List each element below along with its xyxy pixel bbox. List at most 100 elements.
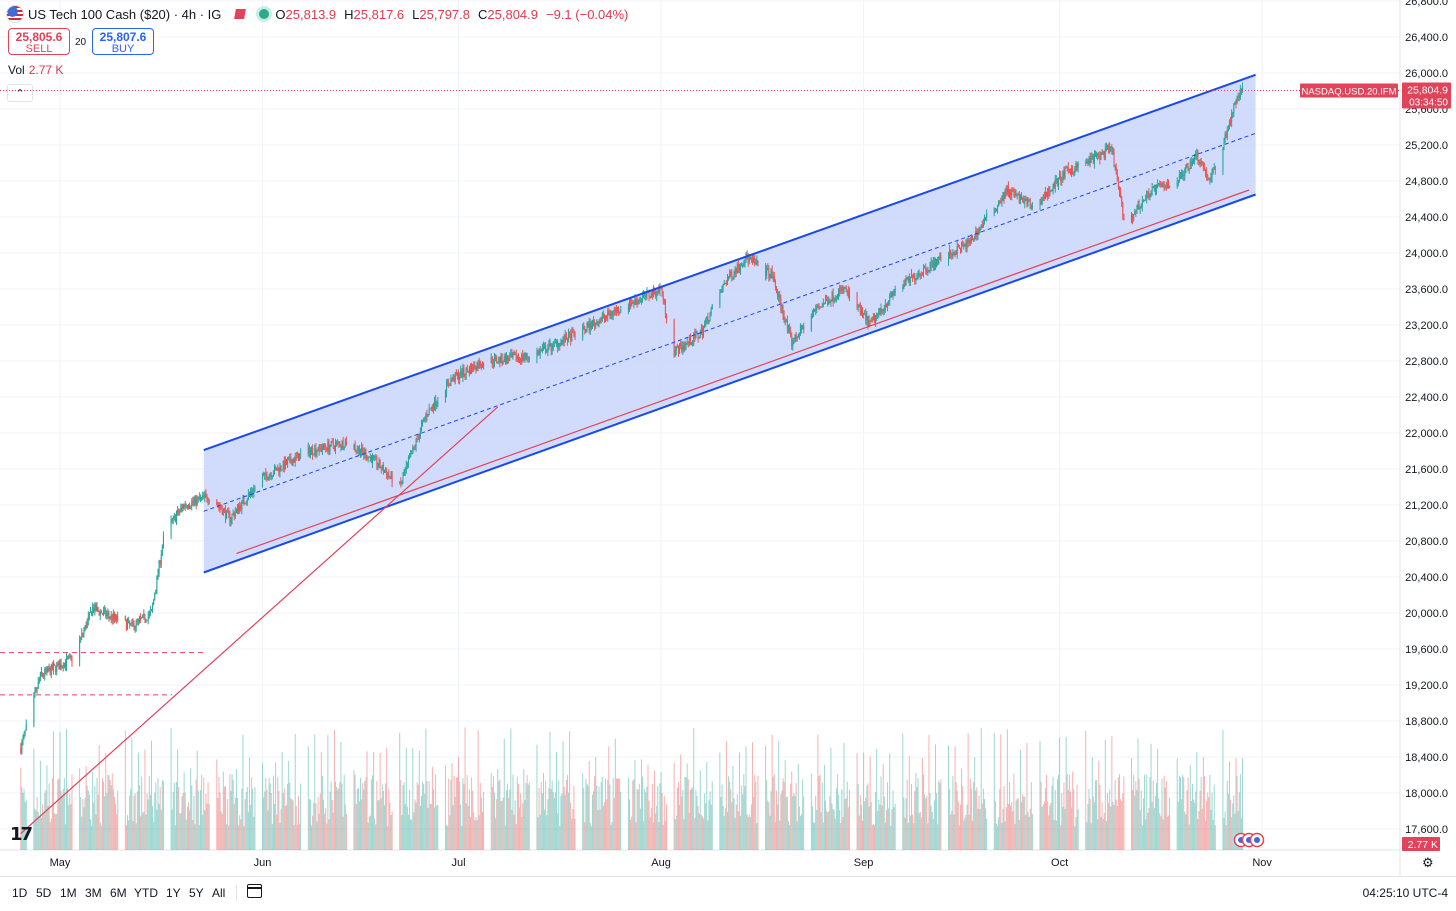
candle — [35, 686, 37, 693]
candle — [182, 503, 184, 512]
settings-gear-icon[interactable]: ⚙ — [1422, 855, 1434, 870]
candle-body — [158, 560, 160, 574]
candle — [345, 436, 347, 446]
candle — [403, 469, 405, 476]
candle-body — [1017, 193, 1019, 195]
candle-body — [514, 353, 516, 355]
volume-bar — [240, 819, 242, 850]
volume-bar — [1237, 811, 1239, 850]
tradingview-logo-icon[interactable]: 17 — [10, 824, 33, 845]
candle-body — [973, 238, 975, 240]
candle-body — [170, 519, 172, 536]
volume-bar — [478, 815, 480, 850]
volume-bar — [338, 788, 340, 850]
candle-body — [936, 259, 938, 267]
candle-body — [569, 332, 571, 334]
candle — [1214, 165, 1216, 175]
candle — [936, 258, 938, 268]
candle — [421, 419, 423, 432]
candle — [197, 496, 199, 503]
volume-bar — [786, 796, 788, 850]
candle-body — [333, 445, 335, 450]
candle-body — [649, 296, 651, 298]
volume-bar — [477, 730, 479, 850]
candle-body — [765, 265, 767, 276]
sell-button[interactable]: 25,805.6 SELL — [8, 28, 70, 55]
candle — [606, 314, 608, 321]
candle-body — [449, 385, 451, 387]
candle — [526, 352, 528, 362]
timezone-clock[interactable]: 04:25:10 UTC-4 — [1362, 886, 1448, 900]
range-ytd-button[interactable]: YTD — [134, 886, 158, 900]
candle-body — [1228, 121, 1230, 130]
candle — [1112, 146, 1114, 156]
volume-bar — [309, 799, 311, 850]
candle-body — [639, 299, 641, 301]
volume-bar — [1074, 826, 1076, 850]
candle — [651, 290, 653, 300]
volume-bar — [1231, 817, 1233, 850]
volume-bar — [593, 791, 595, 850]
candle-body — [1044, 191, 1046, 199]
range-6m-button[interactable]: 6M — [110, 886, 127, 900]
volume-bar — [660, 771, 662, 850]
candle — [1044, 186, 1046, 200]
candle — [234, 506, 236, 519]
candle-body — [1031, 204, 1033, 208]
collapse-legend-button[interactable]: ⌃ — [7, 84, 33, 102]
candle — [1023, 195, 1025, 204]
candle — [49, 666, 51, 676]
candle — [37, 676, 39, 690]
volume-bar — [21, 786, 23, 850]
candle — [107, 608, 109, 619]
candle — [841, 284, 843, 295]
volume-bar — [863, 752, 865, 850]
candle — [1232, 111, 1234, 119]
candle-body — [474, 364, 476, 369]
candle — [754, 254, 756, 267]
candle-body — [588, 323, 590, 331]
volume-bar — [492, 776, 494, 850]
candle — [514, 351, 516, 355]
candle — [558, 342, 560, 351]
candle — [957, 243, 959, 248]
range-5y-button[interactable]: 5Y — [189, 886, 204, 900]
symbol-title[interactable]: US Tech 100 Cash ($20) · 4h · IG — [28, 6, 222, 22]
buy-button[interactable]: 25,807.6 BUY — [92, 28, 154, 55]
ohlc-close: C25,804.9 — [478, 6, 538, 22]
range-all-button[interactable]: All — [212, 886, 226, 900]
candle — [79, 635, 81, 667]
candle-body — [777, 291, 779, 298]
candle — [1158, 183, 1160, 187]
candle-body — [888, 301, 890, 304]
candle-body — [268, 475, 270, 479]
candle-body — [828, 300, 830, 305]
volume-bar — [268, 778, 270, 850]
range-1y-button[interactable]: 1Y — [166, 886, 181, 900]
volume-bar — [949, 788, 951, 850]
candle — [930, 257, 932, 272]
candle — [419, 427, 421, 439]
candle-body — [732, 276, 734, 278]
candle-body — [824, 299, 826, 304]
candle — [194, 495, 196, 506]
volume-bar — [1194, 802, 1196, 850]
volume-bar — [613, 798, 615, 850]
range-3m-button[interactable]: 3M — [85, 886, 102, 900]
candle-body — [1077, 162, 1079, 168]
range-1m-button[interactable]: 1M — [60, 886, 77, 900]
volume-bar — [880, 776, 882, 850]
calendar-icon[interactable] — [247, 884, 262, 898]
candle-body — [1145, 198, 1147, 201]
candle-body — [1095, 154, 1097, 157]
candle-body — [1161, 183, 1163, 186]
volume-bar — [915, 773, 917, 850]
range-1d-button[interactable]: 1D — [12, 886, 28, 900]
candle-body — [1101, 153, 1103, 155]
range-5d-button[interactable]: 5D — [36, 886, 52, 900]
volume-bar — [269, 783, 271, 850]
candle-body — [970, 236, 972, 243]
volume-bar — [728, 776, 730, 850]
candle — [447, 378, 449, 387]
